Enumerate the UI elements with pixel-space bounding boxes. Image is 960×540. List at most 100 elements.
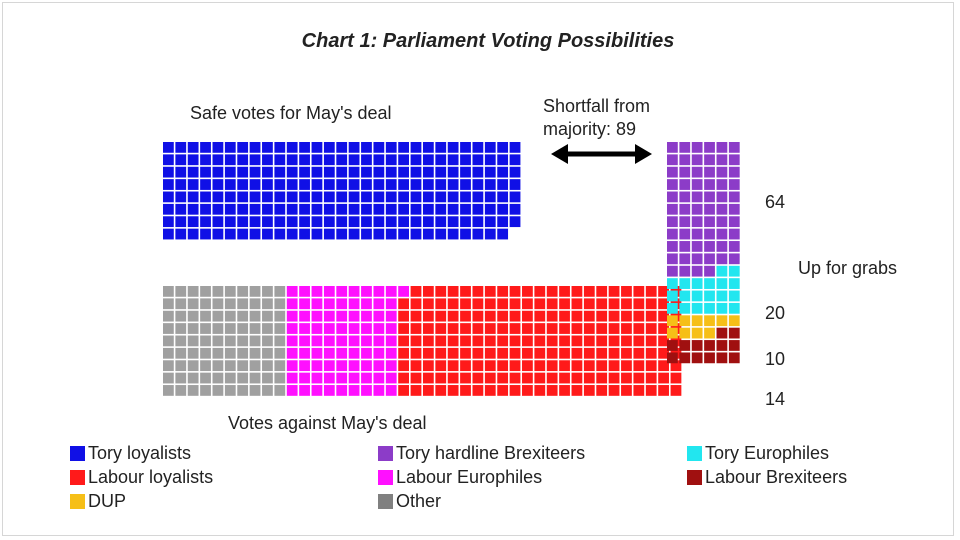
waffle-cell-labour-loyalists [398,335,409,347]
waffle-cell-tory-loyalists [398,216,409,228]
waffle-cell-labour-loyalists [608,323,620,334]
waffle-cell-tory-hardline-brexiteers [704,228,715,240]
waffle-cell-tory-hardline-brexiteers [704,191,715,203]
waffle-cell-tory-loyalists [509,142,521,153]
waffle-cell-other [237,323,249,334]
waffle-cell-tory-loyalists [311,228,323,240]
waffle-cell-labour-europhiles [348,372,360,384]
waffle-cell-labour-europhiles [373,360,385,372]
waffle-cell-labour-loyalists [472,298,484,310]
waffle-cell-tory-loyalists [361,228,372,240]
waffle-cell-labour-loyalists [546,385,558,396]
waffle-cell-labour-loyalists [422,385,434,396]
waffle-cell-labour-loyalists [583,310,595,322]
waffle-cell-tory-loyalists [460,228,471,240]
waffle-cell-other [237,372,249,384]
waffle-cell-tory-loyalists [249,216,261,228]
waffle-cell-labour-europhiles [311,310,323,322]
waffle-cell-tory-loyalists [497,142,509,153]
waffle-cell-labour-loyalists [670,372,682,384]
waffle-cell-other [200,360,211,372]
waffle-cell-tory-loyalists [200,142,211,153]
waffle-cell-tory-loyalists [224,154,236,166]
waffle-cell-tory-europhiles [679,290,691,302]
waffle-cell-labour-loyalists [571,286,583,297]
waffle-cell-tory-loyalists [460,154,471,166]
waffle-cell-labour-loyalists [497,360,509,372]
waffle-cell-labour-loyalists [522,385,533,396]
waffle-cell-labour-loyalists [497,347,509,359]
waffle-cell-other [274,372,286,384]
waffle-cell-tory-loyalists [175,203,187,215]
waffle-cell-tory-loyalists [200,216,211,228]
waffle-cell-other [274,335,286,347]
waffle-cell-tory-loyalists [299,203,310,215]
waffle-cell-tory-hardline-brexiteers [667,203,678,215]
waffle-cell-tory-europhiles [716,290,728,302]
waffle-cell-labour-loyalists [559,372,570,384]
waffle-cell-labour-loyalists [522,347,533,359]
waffle-cell-labour-loyalists [447,360,459,372]
waffle-cell-labour-brexiteers [716,327,728,339]
waffle-cell-labour-loyalists [410,360,422,372]
waffle-cell-other [163,347,174,359]
waffle-cell-labour-brexiteers [704,352,715,364]
waffle-cell-tory-europhiles [716,265,728,277]
waffle-cell-tory-europhiles [728,302,740,314]
waffle-cell-other [224,310,236,322]
waffle-cell-tory-europhiles [704,278,715,289]
waffle-cell-labour-loyalists [546,298,558,310]
waffle-cell-labour-loyalists [658,347,669,359]
waffle-cell-tory-loyalists [373,166,385,178]
waffle-cell-other [175,323,187,334]
waffle-cell-labour-europhiles [286,298,298,310]
waffle-cell-labour-loyalists [509,347,521,359]
waffle-cell-other [187,286,199,297]
waffle-cell-tory-loyalists [323,142,335,153]
waffle-cell-labour-loyalists [497,323,509,334]
waffle-cell-labour-europhiles [323,360,335,372]
waffle-cell-tory-loyalists [175,166,187,178]
waffle-cell-dup [679,315,691,327]
waffle-cell-labour-loyalists [435,298,447,310]
waffle-cell-tory-loyalists [163,216,174,228]
waffle-cell-other [187,310,199,322]
waffle-cell-other [224,385,236,396]
waffle-cell-labour-loyalists [398,323,409,334]
legend-swatch [378,446,393,461]
waffle-cell-dup [704,315,715,327]
waffle-cell-tory-loyalists [398,154,409,166]
waffle-cell-tory-loyalists [373,142,385,153]
waffle-cell-labour-europhiles [361,310,372,322]
waffle-cell-tory-loyalists [472,203,484,215]
waffle-cell-labour-europhiles [299,335,310,347]
waffle-cell-tory-europhiles [679,278,691,289]
waffle-cell-other [237,385,249,396]
waffle-cell-tory-loyalists [398,191,409,203]
waffle-cell-labour-europhiles [336,360,348,372]
waffle-cell-labour-europhiles [385,347,397,359]
waffle-cell-tory-hardline-brexiteers [704,265,715,277]
waffle-cell-tory-loyalists [323,154,335,166]
waffle-cell-other [200,298,211,310]
waffle-cell-tory-loyalists [224,216,236,228]
waffle-cell-labour-loyalists [658,385,669,396]
waffle-cell-tory-loyalists [422,191,434,203]
waffle-cell-labour-europhiles [286,323,298,334]
waffle-cell-other [163,298,174,310]
waffle-cell-dup [716,315,728,327]
waffle-cell-other [249,298,261,310]
waffle-cell-tory-loyalists [373,179,385,190]
waffle-cell-labour-loyalists [583,372,595,384]
waffle-cell-other [212,385,224,396]
waffle-cell-labour-loyalists [522,286,533,297]
waffle-cell-labour-europhiles [361,335,372,347]
waffle-cell-tory-loyalists [385,191,397,203]
shortfall-label-line1: Shortfall from [543,96,651,116]
waffle-cell-tory-loyalists [163,154,174,166]
waffle-cell-tory-loyalists [175,216,187,228]
waffle-cell-labour-loyalists [497,385,509,396]
waffle-cell-other [224,347,236,359]
waffle-cell-labour-europhiles [336,323,348,334]
